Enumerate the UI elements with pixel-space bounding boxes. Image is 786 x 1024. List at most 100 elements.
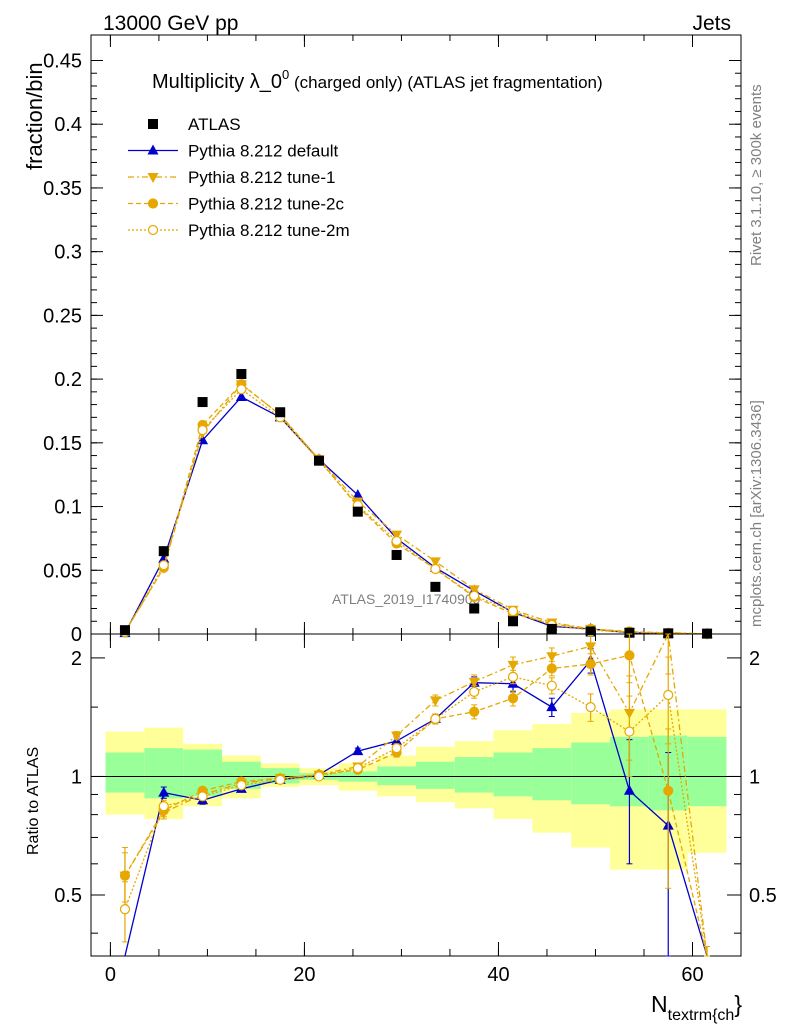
ratio-data-point xyxy=(507,660,519,671)
ratio-data-point xyxy=(158,801,169,812)
main-data-point xyxy=(469,590,480,601)
ratio-bands xyxy=(91,709,741,870)
band-stat xyxy=(532,748,572,801)
ratio-series-line xyxy=(124,676,708,957)
mcplots-label: mcplots.cern.ch [arXiv:1306.3436] xyxy=(748,400,765,627)
main-yaxis: 0 0.05 0.1 0.15 0.2 0.25 0.3 0.35 0.4 0.45 xyxy=(43,35,741,646)
main-series-line xyxy=(124,388,708,635)
ratio-data-point xyxy=(507,671,519,682)
legend-marker xyxy=(148,119,158,129)
ratio-data-point xyxy=(119,870,131,881)
ratio-data-point xyxy=(197,791,208,802)
ratio-data-point xyxy=(585,658,596,670)
main-data-point xyxy=(158,560,169,571)
main-data-point xyxy=(236,369,247,380)
ratio-series-line xyxy=(124,659,708,957)
main-ytick-label: 0 xyxy=(71,624,82,646)
rivet-label: Rivet 3.1.10, ≥ 300k events xyxy=(748,84,765,266)
x-axis-label-close: } xyxy=(734,991,742,1017)
main-data-point xyxy=(197,424,208,436)
ratio-data-point xyxy=(391,731,403,742)
legend-label: Pythia 8.212 tune-1 xyxy=(188,168,335,187)
main-ytick-label: 0.45 xyxy=(43,50,82,72)
main-data-point xyxy=(624,627,635,638)
main-data-point xyxy=(158,552,170,563)
ratio-data-point xyxy=(430,713,441,725)
main-title-sup: 0 xyxy=(282,67,289,82)
band-stat xyxy=(687,736,727,807)
band-stat xyxy=(416,761,455,789)
ratio-yaxis: 0.5 0.5 1 1 2 2 xyxy=(54,648,777,934)
main-ytick-label: 0.25 xyxy=(43,305,82,327)
ratio-ytick-label: 2 xyxy=(71,648,82,670)
ratio-ytick-label-right: 2 xyxy=(749,648,760,670)
ratio-data-point xyxy=(468,677,480,688)
main-data-point xyxy=(391,549,402,560)
main-ytick-label: 0.15 xyxy=(43,433,82,455)
main-ylabel: fraction/bin xyxy=(22,62,47,170)
ratio-xtick-label: 60 xyxy=(681,964,703,986)
ratio-data-point xyxy=(546,701,558,712)
ratio-xtick-label: 40 xyxy=(487,964,509,986)
main-data-point xyxy=(508,616,519,627)
band-stat xyxy=(493,752,533,797)
ratio-ytick-label-right: 0.5 xyxy=(749,885,777,907)
ratio-data-point xyxy=(663,785,674,796)
ratio-series-group xyxy=(119,656,711,957)
ratio-data-point xyxy=(624,726,635,737)
main-ytick-label: 0.1 xyxy=(54,497,82,519)
ratio-ylabel: Ratio to ATLAS xyxy=(25,747,42,855)
ratio-data-point xyxy=(352,745,364,756)
watermark: ATLAS_2019_I1740909 xyxy=(332,591,481,607)
ratio-data-point xyxy=(546,652,558,663)
main-frame xyxy=(90,34,742,635)
ratio-data-point xyxy=(469,706,480,717)
main-data-point xyxy=(507,605,519,617)
main-data-point xyxy=(391,530,403,541)
ratio-data-point xyxy=(663,689,674,701)
main-data-point xyxy=(352,506,363,517)
ratio-data-point xyxy=(507,693,519,704)
main-data-point xyxy=(158,546,169,557)
main-data-point xyxy=(546,623,557,634)
legend-marker xyxy=(147,224,159,236)
band-stat xyxy=(571,742,611,805)
ratio-data-point xyxy=(623,784,635,795)
legend-label: Pythia 8.212 tune-2m xyxy=(188,221,350,240)
legend-marker xyxy=(147,173,159,183)
ratio-series-line xyxy=(124,631,708,957)
band-stat xyxy=(454,757,494,793)
ratio-data-point xyxy=(429,696,441,707)
main-data-point xyxy=(430,563,441,575)
x-axis-label: Ntextrm{ch} xyxy=(651,991,742,1024)
main-data-point xyxy=(352,489,364,500)
ratio-frame xyxy=(90,633,742,957)
ratio-series xyxy=(119,631,711,957)
ratio-xaxis: 0 20 40 60 xyxy=(105,634,704,986)
band-stat xyxy=(377,766,416,786)
ratio-xtick-label: 20 xyxy=(293,964,315,986)
band-stat xyxy=(105,752,145,793)
main-ytick-label: 0.3 xyxy=(54,242,82,264)
legend-label: Pythia 8.212 default xyxy=(188,142,339,161)
legend: ATLAS Pythia 8.212 default Pythia 8.212 tu… xyxy=(128,115,350,240)
main-data-point xyxy=(197,397,208,408)
ratio-data-point xyxy=(352,763,363,774)
x-axis-label-sub: textrm{ch xyxy=(668,1007,735,1024)
ratio-data-point xyxy=(469,686,480,697)
legend-label: Pythia 8.212 tune-2c xyxy=(188,195,344,214)
main-data-point xyxy=(429,557,441,568)
main-title: Multiplicity λ_00 (charged only) (ATLAS … xyxy=(152,67,603,93)
main-data-point xyxy=(236,384,247,395)
ratio-data-point xyxy=(546,680,557,691)
ratio-panel: Ratio to ATLAS 0.5 0.5 1 1 2 2 0 20 40 60 Ntextr… xyxy=(25,631,777,1024)
main-data-point xyxy=(235,390,247,401)
main-data-point xyxy=(469,603,480,614)
main-data-point xyxy=(585,626,596,637)
legend-label: ATLAS xyxy=(188,115,241,134)
ratio-data-point xyxy=(546,663,557,674)
header-energy: 13000 GeV pp xyxy=(103,12,238,35)
ratio-series-line xyxy=(124,654,708,957)
main-series-line xyxy=(124,383,708,635)
